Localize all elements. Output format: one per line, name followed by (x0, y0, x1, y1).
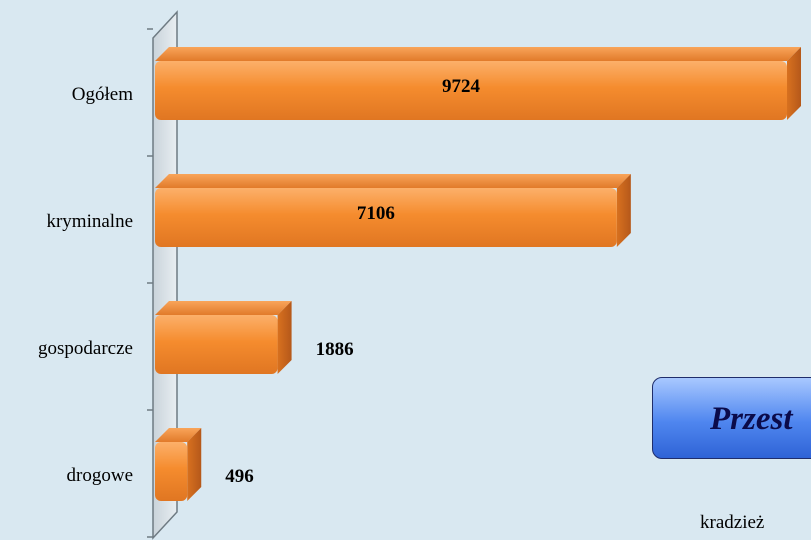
labels: Ogółem 9724 kryminalne 7106 gospodarcze 1886 d… (38, 76, 480, 487)
bar-top-face (155, 47, 801, 61)
bar (155, 442, 188, 501)
category-label: gospodarcze (38, 338, 133, 359)
value-label: 9724 (442, 76, 481, 97)
bar-end-face (277, 301, 292, 374)
value-label: 1886 (316, 339, 354, 360)
category-label: kryminalne (46, 211, 133, 232)
bar-top-face (155, 428, 202, 442)
bar-end-face (787, 47, 801, 120)
category-label: Ogółem (72, 84, 133, 105)
category-label: drogowe (67, 465, 133, 486)
bars (155, 47, 801, 501)
axis-wall (152, 10, 178, 540)
value-label: 496 (225, 466, 254, 487)
bar (155, 315, 278, 374)
bar-end-face (187, 428, 202, 501)
callout-text: Przest (710, 401, 793, 437)
bar (155, 61, 787, 120)
note-text: kradzież (700, 512, 765, 533)
bar (155, 188, 617, 247)
bar-top-face (155, 174, 631, 188)
bar-end-face (616, 174, 631, 247)
callout-box: Przest (652, 377, 811, 459)
bar-top-face (155, 301, 292, 315)
y-axis (147, 10, 178, 540)
value-label: 7106 (357, 203, 395, 224)
